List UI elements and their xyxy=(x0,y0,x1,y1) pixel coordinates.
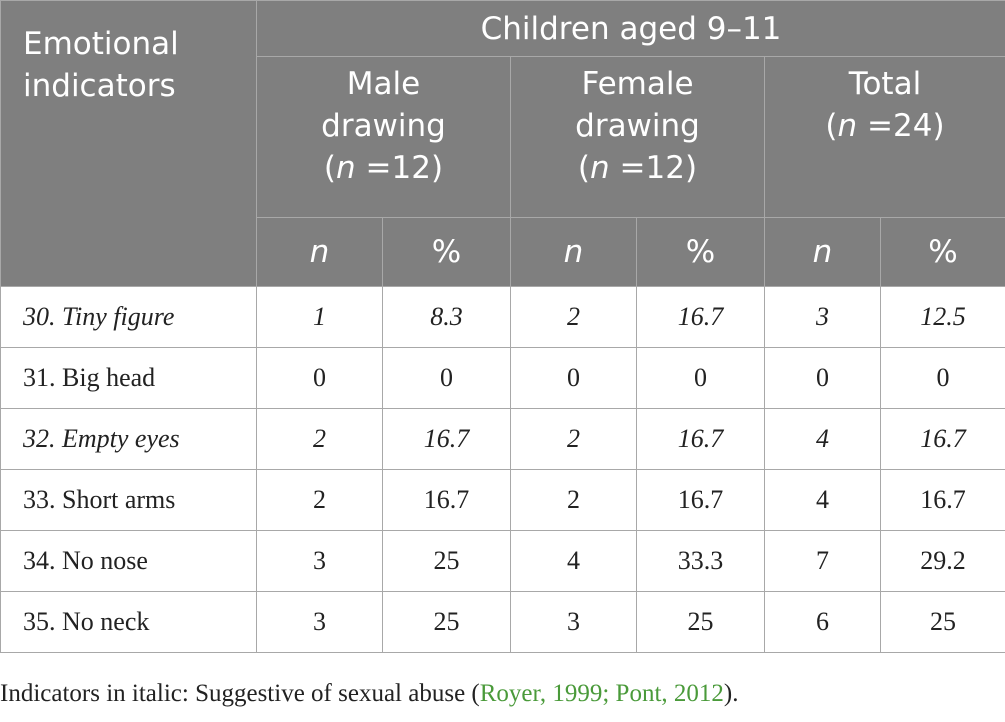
cell-male-percent: 16.7 xyxy=(382,469,511,531)
cell-female-n: 2 xyxy=(510,286,637,348)
cell-total-percent: 16.7 xyxy=(879,408,1005,470)
table-row: 30. Tiny figure 1 8.3 2 16.7 3 12.5 xyxy=(0,286,1005,348)
row-label: 35. No neck xyxy=(0,591,257,653)
subgroup-header-female: Female drawing (n =12) xyxy=(510,56,765,218)
cell-male-n: 3 xyxy=(256,591,383,653)
cell-female-n: 0 xyxy=(510,347,637,409)
row-label: 33. Short arms xyxy=(0,469,257,531)
cell-female-percent: 16.7 xyxy=(636,286,765,348)
cell-male-percent: 16.7 xyxy=(382,408,511,470)
unit-header-female-n: n xyxy=(510,217,637,287)
unit-header-female-percent: % xyxy=(636,217,765,287)
cell-male-n: 0 xyxy=(256,347,383,409)
table-row: 32. Empty eyes 2 16.7 2 16.7 4 16.7 xyxy=(0,408,1005,470)
table-body: 30. Tiny figure 1 8.3 2 16.7 3 12.5 31. … xyxy=(0,286,1005,653)
cell-female-n: 2 xyxy=(510,469,637,531)
cell-male-percent: 25 xyxy=(382,530,511,592)
table-row: 35. No neck 3 25 3 25 6 25 xyxy=(0,591,1005,653)
cell-total-n: 7 xyxy=(764,530,881,592)
cell-male-percent: 8.3 xyxy=(382,286,511,348)
subgroup-line-2: drawing xyxy=(321,108,446,144)
cell-female-percent: 0 xyxy=(636,347,765,409)
cell-male-n: 1 xyxy=(256,286,383,348)
row-label: 34. No nose xyxy=(0,530,257,592)
unit-header-male-percent: % xyxy=(382,217,511,287)
table-row: 31. Big head 0 0 0 0 0 0 xyxy=(0,347,1005,409)
table-row: 33. Short arms 2 16.7 2 16.7 4 16.7 xyxy=(0,469,1005,531)
cell-female-percent: 33.3 xyxy=(636,530,765,592)
subgroup-header-male: Male drawing (n =12) xyxy=(256,56,511,218)
corner-line-1: Emotional xyxy=(23,26,179,62)
cell-male-percent: 25 xyxy=(382,591,511,653)
footnote-end: ). xyxy=(723,680,739,707)
cell-male-percent: 0 xyxy=(382,347,511,409)
cell-total-n: 3 xyxy=(764,286,881,348)
subgroup-line-1: Male xyxy=(346,66,421,102)
subgroup-header-total: Total (n =24) xyxy=(763,56,1005,218)
cell-female-n: 2 xyxy=(510,408,637,470)
row-label: 32. Empty eyes xyxy=(0,408,257,470)
subgroup-line-2: drawing xyxy=(575,108,700,144)
table-footnote: Indicators in italic: Suggestive of sexu… xyxy=(0,680,738,708)
unit-header-male-n: n xyxy=(256,217,383,287)
unit-label: n xyxy=(309,234,330,270)
cell-female-percent: 25 xyxy=(636,591,765,653)
unit-label: n xyxy=(563,234,584,270)
cell-female-percent: 16.7 xyxy=(636,469,765,531)
footnote-citation-link[interactable]: Royer, 1999; Pont, 2012 xyxy=(479,680,724,707)
subgroup-n-label: n xyxy=(336,150,356,186)
cell-total-n: 4 xyxy=(764,469,881,531)
cell-total-percent: 29.2 xyxy=(879,530,1005,592)
row-label: 31. Big head xyxy=(0,347,257,409)
subgroup-n-value: =12 xyxy=(355,150,431,186)
subgroup-line-1: Total xyxy=(848,66,922,102)
column-group-header: Children aged 9–11 xyxy=(255,0,1005,57)
unit-header-total-percent: % xyxy=(879,217,1005,287)
cell-female-percent: 16.7 xyxy=(636,408,765,470)
cell-total-percent: 0 xyxy=(879,347,1005,409)
cell-female-n: 3 xyxy=(510,591,637,653)
unit-header-total-n: n xyxy=(764,217,881,287)
row-label: 30. Tiny figure xyxy=(0,286,257,348)
cell-female-n: 4 xyxy=(510,530,637,592)
cell-total-percent: 25 xyxy=(879,591,1005,653)
table-row: 34. No nose 3 25 4 33.3 7 29.2 xyxy=(0,530,1005,592)
subgroup-n-label: n xyxy=(590,150,610,186)
subgroup-n-value: =24 xyxy=(857,108,933,144)
subgroup-n-label: n xyxy=(837,108,858,144)
cell-male-n: 3 xyxy=(256,530,383,592)
cell-total-percent: 16.7 xyxy=(879,469,1005,531)
footnote-text: Indicators in italic: Suggestive of sexu… xyxy=(0,680,480,707)
cell-total-n: 0 xyxy=(764,347,881,409)
cell-male-n: 2 xyxy=(256,408,383,470)
unit-label: n xyxy=(812,234,833,270)
subgroup-line-1: Female xyxy=(581,66,694,102)
corner-line-2: indicators xyxy=(23,68,176,104)
cell-total-n: 6 xyxy=(764,591,881,653)
cell-total-n: 4 xyxy=(764,408,881,470)
subgroup-n-value: =12 xyxy=(609,150,685,186)
column-header-emotional-indicators: Emotional indicators xyxy=(0,0,257,287)
cell-male-n: 2 xyxy=(256,469,383,531)
cell-total-percent: 12.5 xyxy=(879,286,1005,348)
emotional-indicators-table: Emotional indicators Children aged 9–11 … xyxy=(0,0,1005,653)
